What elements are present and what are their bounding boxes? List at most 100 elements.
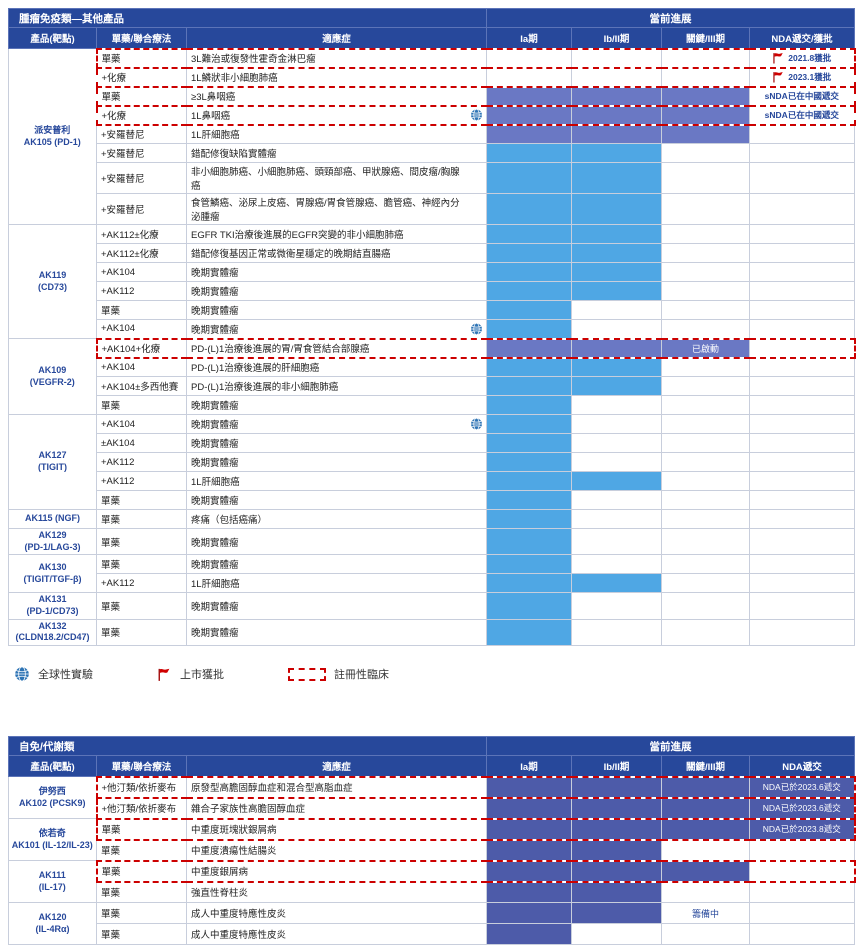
stage-cell-2	[661, 796, 750, 820]
legend-global-trial: 全球性實驗	[14, 666, 93, 682]
column-header-row: 產品(靶點) 單藥/聯合療法 適應症 Ia期 Ib/II期 關鍵/III期 NDA遞交	[8, 755, 855, 778]
indication-cell: 食管鱗癌、泌尿上皮癌、胃腺癌/胃食管腺癌、膽管癌、神經內分泌腫瘤	[186, 193, 487, 225]
product-name-line: AK119	[38, 269, 67, 280]
pipeline-row: +安羅替尼 錯配修復缺陷實體瘤	[9, 143, 855, 163]
product-name-line: (CLDN18.2/CD47)	[15, 632, 90, 643]
product-name-line: AK111	[38, 869, 66, 880]
stage-cell-1	[571, 193, 662, 225]
stage-cell-2	[661, 395, 750, 415]
indication-text: 晚期實體瘤	[191, 537, 239, 549]
indication-cell: 晚期實體瘤	[186, 554, 487, 575]
therapy-cell: +安羅替尼	[96, 143, 187, 163]
title-row: 腫瘤免疫類—其他產品 當前進展	[8, 8, 855, 28]
indication-cell: 晚期實體瘤	[186, 490, 487, 510]
pipeline-row: +AK112±化療 錯配修復基因正常或微衛星穩定的晚期結直腸癌	[9, 243, 855, 263]
stage-cell-3	[749, 592, 855, 620]
pipeline-row: 單藥 ≥3L鼻咽癌 sNDA已在中國遞交	[9, 85, 856, 107]
product-name: AK130 (TIGIT/TGF-β)	[8, 554, 97, 594]
stage-cell-3	[749, 224, 855, 244]
product-name-line: AK109	[38, 364, 67, 375]
indication-cell: 晚期實體瘤	[186, 433, 487, 453]
pipeline-row: +化療 1L鱗狀非小細胞肺癌 2023.1獲批	[9, 66, 856, 88]
product-name-line: AK102 (PCSK9)	[18, 797, 86, 808]
stage-cell-3	[749, 452, 855, 472]
stage-cell-0	[486, 243, 572, 263]
product-name: AK131 (PD-1/CD73)	[8, 592, 97, 620]
therapy-cell: 單藥	[96, 527, 187, 556]
product-name: AK111 (IL-17)	[8, 860, 97, 904]
indication-cell: 成人中重度特應性皮炎	[186, 923, 487, 945]
stage-cell-0	[486, 47, 572, 69]
nda-status-text: 2023.1獲批	[788, 71, 832, 82]
stage-cell-0	[486, 817, 572, 841]
product-name-line: AK130	[38, 562, 67, 573]
stage-cell-3	[749, 124, 855, 144]
stage-cell-3	[749, 281, 855, 301]
column-header-2: 適應症	[186, 755, 487, 778]
indication-cell: 晚期實體瘤	[186, 452, 487, 472]
indication-cell: 強直性脊柱炎	[186, 881, 487, 904]
product-name-line: (VEGFR-2)	[29, 376, 75, 387]
indication-cell: 成人中重度特應性皮炎	[186, 902, 487, 925]
indication-text: PD-(L)1治療後進展的非小細胞肺癌	[191, 382, 339, 393]
stage-cell-0	[486, 66, 572, 88]
stage-cell-3	[749, 509, 855, 529]
stage-cell-1	[571, 881, 662, 904]
stage-cell-0	[486, 902, 572, 925]
legend-approved: 上市獲批	[157, 666, 224, 682]
stage-cell-0	[486, 224, 572, 244]
stage-cell-3: sNDA已在中國遞交	[749, 85, 856, 107]
therapy-cell: +AK104±多西他賽	[96, 376, 187, 396]
stage-cell-3	[749, 433, 855, 453]
indication-text: PD-(L)1治療後進展的胃/胃食管結合部腺癌	[191, 344, 370, 355]
product-name: AK120 (IL-4Rα)	[8, 902, 97, 945]
stage-cell-3	[749, 923, 855, 945]
indication-text: 雜合子家族性高膽固醇血症	[191, 804, 306, 816]
indication-text: EGFR TKI治療後進展的EGFR突變的非小細胞肺癌	[191, 230, 404, 241]
legend-registrational: 註冊性臨床	[288, 666, 389, 682]
pipeline-row: +AK112 1L肝細胞癌	[9, 573, 855, 594]
stage-cell-0	[486, 490, 572, 510]
pipeline-row: AK131 (PD-1/CD73) 單藥 晚期實體瘤	[8, 592, 855, 620]
pipeline-row: 派安普利 AK105 (PD-1) 單藥 3L難治或復發性霍奇金淋巴瘤 2021.8獲批	[8, 47, 856, 225]
stage-cell-3	[749, 357, 855, 377]
title-row: 自免/代謝類 當前進展	[8, 736, 855, 757]
product-name: 伊努西 AK102 (PCSK9)	[8, 776, 97, 820]
therapy-cell: +他汀類/依折麥布	[95, 775, 187, 799]
therapy-cell: +AK104	[96, 262, 187, 282]
product-name-line: AK105 (PD-1)	[23, 136, 81, 147]
stage-cell-0	[486, 775, 572, 799]
legend: 全球性實驗 上市獲批 註冊性臨床	[14, 662, 862, 686]
column-header-0: 產品(靶點)	[8, 755, 97, 778]
stage-cell-2	[661, 859, 750, 883]
indication-cell: 晚期實體瘤	[186, 414, 487, 434]
stage-cell-1	[571, 923, 662, 945]
therapy-cell: +AK104	[96, 414, 187, 434]
product-name: 派安普利 AK105 (PD-1)	[8, 48, 97, 225]
stage-cell-1	[571, 66, 662, 88]
nda-status-text: NDA已於2023.6遞交	[762, 782, 841, 793]
indication-text: 晚期實體瘤	[191, 628, 239, 640]
pipeline-row: +AK104 晚期實體瘤	[9, 319, 855, 339]
pipeline-row: +安羅替尼 1L肝細胞癌	[9, 124, 855, 144]
therapy-cell: +化療	[95, 104, 187, 126]
column-header-3: Ia期	[486, 755, 572, 778]
stage-cell-3: NDA已於2023.6遞交	[749, 796, 856, 820]
pipeline-row: AK109 (VEGFR-2) +AK104+化療 PD-(L)1治療後進展的胃/胃食…	[8, 337, 856, 415]
column-header-1: 單藥/聯合療法	[96, 27, 187, 49]
therapy-cell: 單藥	[96, 395, 187, 415]
oncology-pipeline-table: 腫瘤免疫類—其他產品 當前進展 產品(靶點) 單藥/聯合療法 適應症 Ia期 Ib/II期關…	[8, 8, 856, 647]
indication-text: 晚期實體瘤	[191, 324, 239, 336]
indication-text: 1L鼻咽癌	[191, 111, 231, 122]
column-header-0: 產品(靶點)	[8, 27, 97, 49]
stage-cell-3	[749, 859, 856, 883]
stage-cell-1	[571, 143, 662, 163]
stage-cell-3	[749, 554, 855, 575]
indication-text: 3L難治或復發性霍奇金淋巴瘤	[191, 54, 316, 65]
pipeline-row: 伊努西 AK102 (PCSK9) +他汀類/依折麥布 原發型高膽固醇血症和混合型高脂…	[8, 775, 856, 820]
stage-cell-2	[661, 124, 750, 144]
stage-cell-0	[486, 414, 572, 434]
stage-cell-0	[486, 527, 572, 556]
pipeline-row: +AK104±多西他賽 PD-(L)1治療後進展的非小細胞肺癌	[9, 376, 855, 396]
stage-cell-2	[661, 775, 750, 799]
